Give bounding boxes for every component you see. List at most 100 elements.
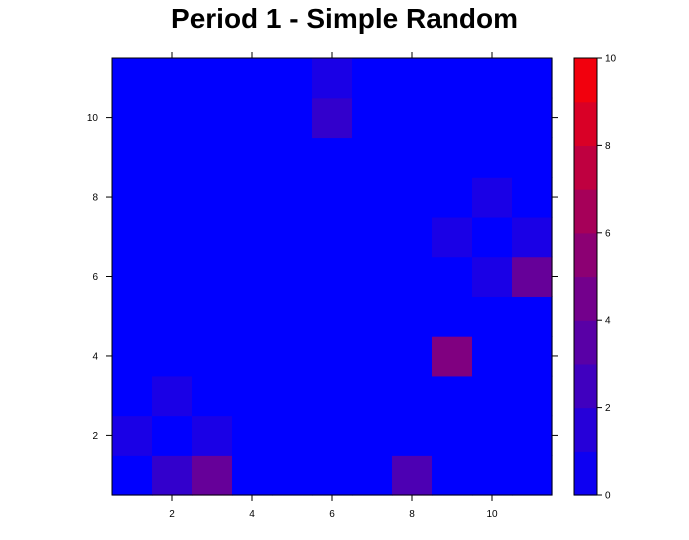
heatmap-cell-x11-y5 — [512, 296, 553, 337]
heatmap-cell-x6-y7 — [312, 216, 353, 258]
colorbar-segment-9 — [574, 58, 597, 103]
x-tick-label-1: 4 — [249, 509, 255, 520]
heatmap-cell-x10-y7 — [472, 216, 513, 258]
heatmap-cell-x3-y5 — [192, 296, 233, 337]
heatmap-cell-x10-y3 — [472, 375, 513, 417]
heatmap-cell-x9-y8 — [432, 177, 473, 218]
heatmap-cell-x7-y4 — [352, 336, 393, 377]
heatmap-cell-x2-y1 — [152, 455, 193, 496]
heatmap-cell-x4-y3 — [232, 375, 273, 417]
heatmap-cell-x8-y1 — [392, 455, 433, 496]
heatmap-cell-x3-y8 — [192, 177, 233, 218]
heatmap-cell-x5-y8 — [272, 177, 313, 218]
heatmap-cell-x7-y10 — [352, 97, 393, 139]
heatmap-cell-x10-y4 — [472, 336, 513, 377]
heatmap-cell-x11-y10 — [512, 97, 553, 139]
heatmap-cell-x6-y5 — [312, 296, 353, 337]
heatmap-cell-x6-y1 — [312, 455, 353, 496]
colorbar-tick-label-4: 8 — [605, 141, 611, 152]
heatmap-cell-x7-y5 — [352, 296, 393, 337]
colorbar: 0 2 4 6 8 10 — [573, 54, 617, 502]
heatmap-cell-x3-y11 — [192, 58, 233, 99]
heatmap-cell-x10-y5 — [472, 296, 513, 337]
colorbar-segment-5 — [574, 232, 597, 278]
colorbar-tick-label-0: 0 — [605, 491, 611, 502]
heatmap-cell-x6-y10 — [312, 97, 353, 139]
heatmap-cell-x6-y9 — [312, 137, 353, 178]
heatmap-cell-x11-y3 — [512, 375, 553, 417]
colorbar-segment-0 — [574, 451, 597, 496]
heatmap-cell-x9-y3 — [432, 375, 473, 417]
x-tick-label-2: 6 — [329, 509, 335, 520]
heatmap-cell-x7-y7 — [352, 216, 393, 258]
heatmap-cell-x9-y5 — [432, 296, 473, 337]
heatmap-cell-x11-y6 — [512, 256, 553, 297]
y-tick-label-3: 8 — [92, 193, 98, 204]
heatmap-cell-x3-y6 — [192, 256, 233, 297]
heatmap-cell-x3-y2 — [192, 415, 233, 456]
colorbar-tick-label-3: 6 — [605, 228, 611, 239]
heatmap-cell-x7-y6 — [352, 256, 393, 297]
heatmap-cell-x1-y1 — [112, 455, 153, 496]
heatmap-cell-x11-y8 — [512, 177, 553, 218]
heatmap-cell-x11-y11 — [512, 58, 553, 99]
heatmap-cell-x1-y3 — [112, 375, 153, 417]
heatmap-cell-x1-y4 — [112, 336, 153, 377]
heatmap-cell-x9-y10 — [432, 97, 473, 139]
heatmap-cell-x7-y2 — [352, 415, 393, 456]
heatmap-cell-x9-y6 — [432, 256, 473, 297]
heatmap-cell-x9-y11 — [432, 58, 473, 99]
colorbar-segment-4 — [574, 276, 597, 321]
heatmap-cell-x8-y7 — [392, 216, 433, 258]
heatmap-cell-x6-y11 — [312, 58, 353, 99]
heatmap-cell-x4-y5 — [232, 296, 273, 337]
heatmap-cell-x4-y4 — [232, 336, 273, 377]
x-tick-label-0: 2 — [169, 509, 175, 520]
colorbar-segment-7 — [574, 145, 597, 190]
heatmap-cell-x2-y11 — [152, 58, 193, 99]
colorbar-frame — [573, 57, 598, 496]
heatmap-cell-x5-y2 — [272, 415, 313, 456]
heatmap-cell-x1-y2 — [112, 415, 153, 456]
heatmap-cell-x5-y9 — [272, 137, 313, 178]
x-tick-label-3: 8 — [409, 509, 415, 520]
heatmap-cell-x6-y6 — [312, 256, 353, 297]
heatmap-cell-x2-y8 — [152, 177, 193, 218]
heatmap-cell-x9-y4 — [432, 336, 473, 377]
heatmap-cell-x1-y7 — [112, 216, 153, 258]
colorbar-segment-2 — [574, 363, 597, 409]
heatmap-cell-x8-y5 — [392, 296, 433, 337]
heatmap-cell-x9-y2 — [432, 415, 473, 456]
heatmap-cell-x3-y3 — [192, 375, 233, 417]
heatmap-cell-x6-y8 — [312, 177, 353, 218]
heatmap-cell-x7-y1 — [352, 455, 393, 496]
heatmap-cell-x7-y8 — [352, 177, 393, 218]
heatmap-cell-x8-y10 — [392, 97, 433, 139]
heatmap-cell-x5-y1 — [272, 455, 313, 496]
heatmap-cell-x6-y3 — [312, 375, 353, 417]
heatmap-cell-x2-y9 — [152, 137, 193, 178]
heatmap-cell-x10-y11 — [472, 58, 513, 99]
colorbar-segment-3 — [574, 320, 597, 365]
colorbar-segment-8 — [574, 101, 597, 146]
heatmap-cell-x10-y2 — [472, 415, 513, 456]
heatmap-cell-x8-y3 — [392, 375, 433, 417]
heatmap-cell-x8-y9 — [392, 137, 433, 178]
heatmap-cell-x2-y2 — [152, 415, 193, 456]
heatmap-cell-x11-y4 — [512, 336, 553, 377]
heatmap-cell-x5-y11 — [272, 58, 313, 99]
y-tick-label-1: 4 — [92, 351, 98, 362]
y-tick-label-2: 6 — [92, 272, 98, 283]
heatmap-cell-x5-y5 — [272, 296, 313, 337]
heatmap-cell-x5-y4 — [272, 336, 313, 377]
heatmap-cell-x4-y7 — [232, 216, 273, 258]
axes: 2 4 6 8 10 2 4 6 8 10 — [87, 52, 558, 520]
heatmap-cell-x10-y8 — [472, 177, 513, 218]
heatmap-cells — [112, 58, 553, 496]
heatmap-cell-x1-y11 — [112, 58, 153, 99]
heatmap-cell-x10-y9 — [472, 137, 513, 178]
heatmap-cell-x8-y8 — [392, 177, 433, 218]
y-tick-label-4: 10 — [87, 113, 99, 124]
heatmap-cell-x4-y10 — [232, 97, 273, 139]
